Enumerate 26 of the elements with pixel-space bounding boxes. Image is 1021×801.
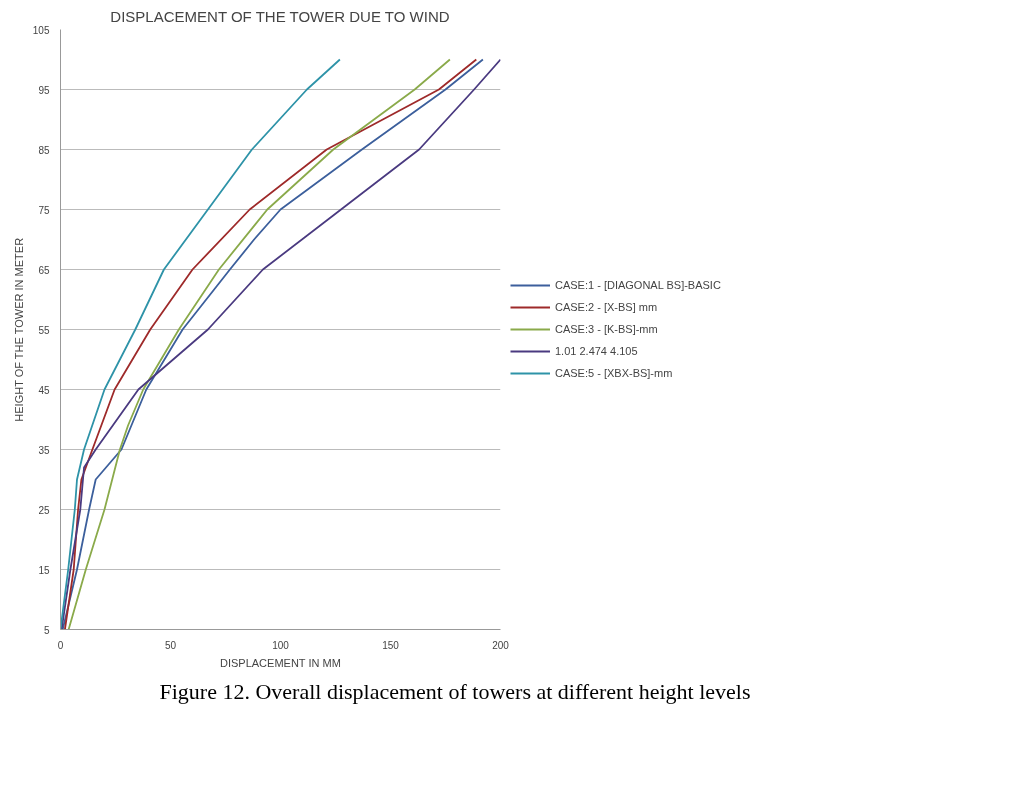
y-axis-title: HEIGHT OF THE TOWER IN METER xyxy=(12,237,25,422)
y-tick-label: 65 xyxy=(38,264,50,276)
x-tick-label: 100 xyxy=(272,639,290,651)
x-axis-title: DISPLACEMENT IN MM xyxy=(219,656,341,669)
y-tick-label: 45 xyxy=(38,384,50,396)
y-tick-label: 95 xyxy=(38,84,50,96)
chart-title: DISPLACEMENT OF THE TOWER DUE TO WIND xyxy=(110,7,450,25)
y-tick-label: 25 xyxy=(38,504,50,516)
y-tick-label: 5 xyxy=(43,624,50,636)
legend-label: CASE:5 - [XBX-BS]-mm xyxy=(555,367,673,379)
y-tick-label: 85 xyxy=(38,144,50,156)
x-tick-label: 200 xyxy=(492,639,510,651)
x-tick-label: 150 xyxy=(382,639,400,651)
y-tick-label: 15 xyxy=(38,564,50,576)
caption: Figure 12. Overall displacement of towers at different height levels xyxy=(159,678,751,706)
legend-label: 1.01 2.474 4.105 xyxy=(555,345,638,357)
line-series xyxy=(60,58,341,630)
x-tick-label: 50 xyxy=(164,639,177,651)
y-tick-label: 105 xyxy=(32,24,50,36)
x-tick-label: 0 xyxy=(57,639,64,651)
y-tick-label: 75 xyxy=(38,204,50,216)
legend-label: CASE:1 - [DIAGONAL BS]-BASIC xyxy=(555,279,721,291)
legend-label: CASE:3 - [K-BS]-mm xyxy=(555,323,658,335)
legend-label: CASE:2 - [X-BS] mm xyxy=(555,301,658,313)
y-tick-label: 55 xyxy=(38,324,50,336)
y-tick-label: 35 xyxy=(38,444,50,456)
